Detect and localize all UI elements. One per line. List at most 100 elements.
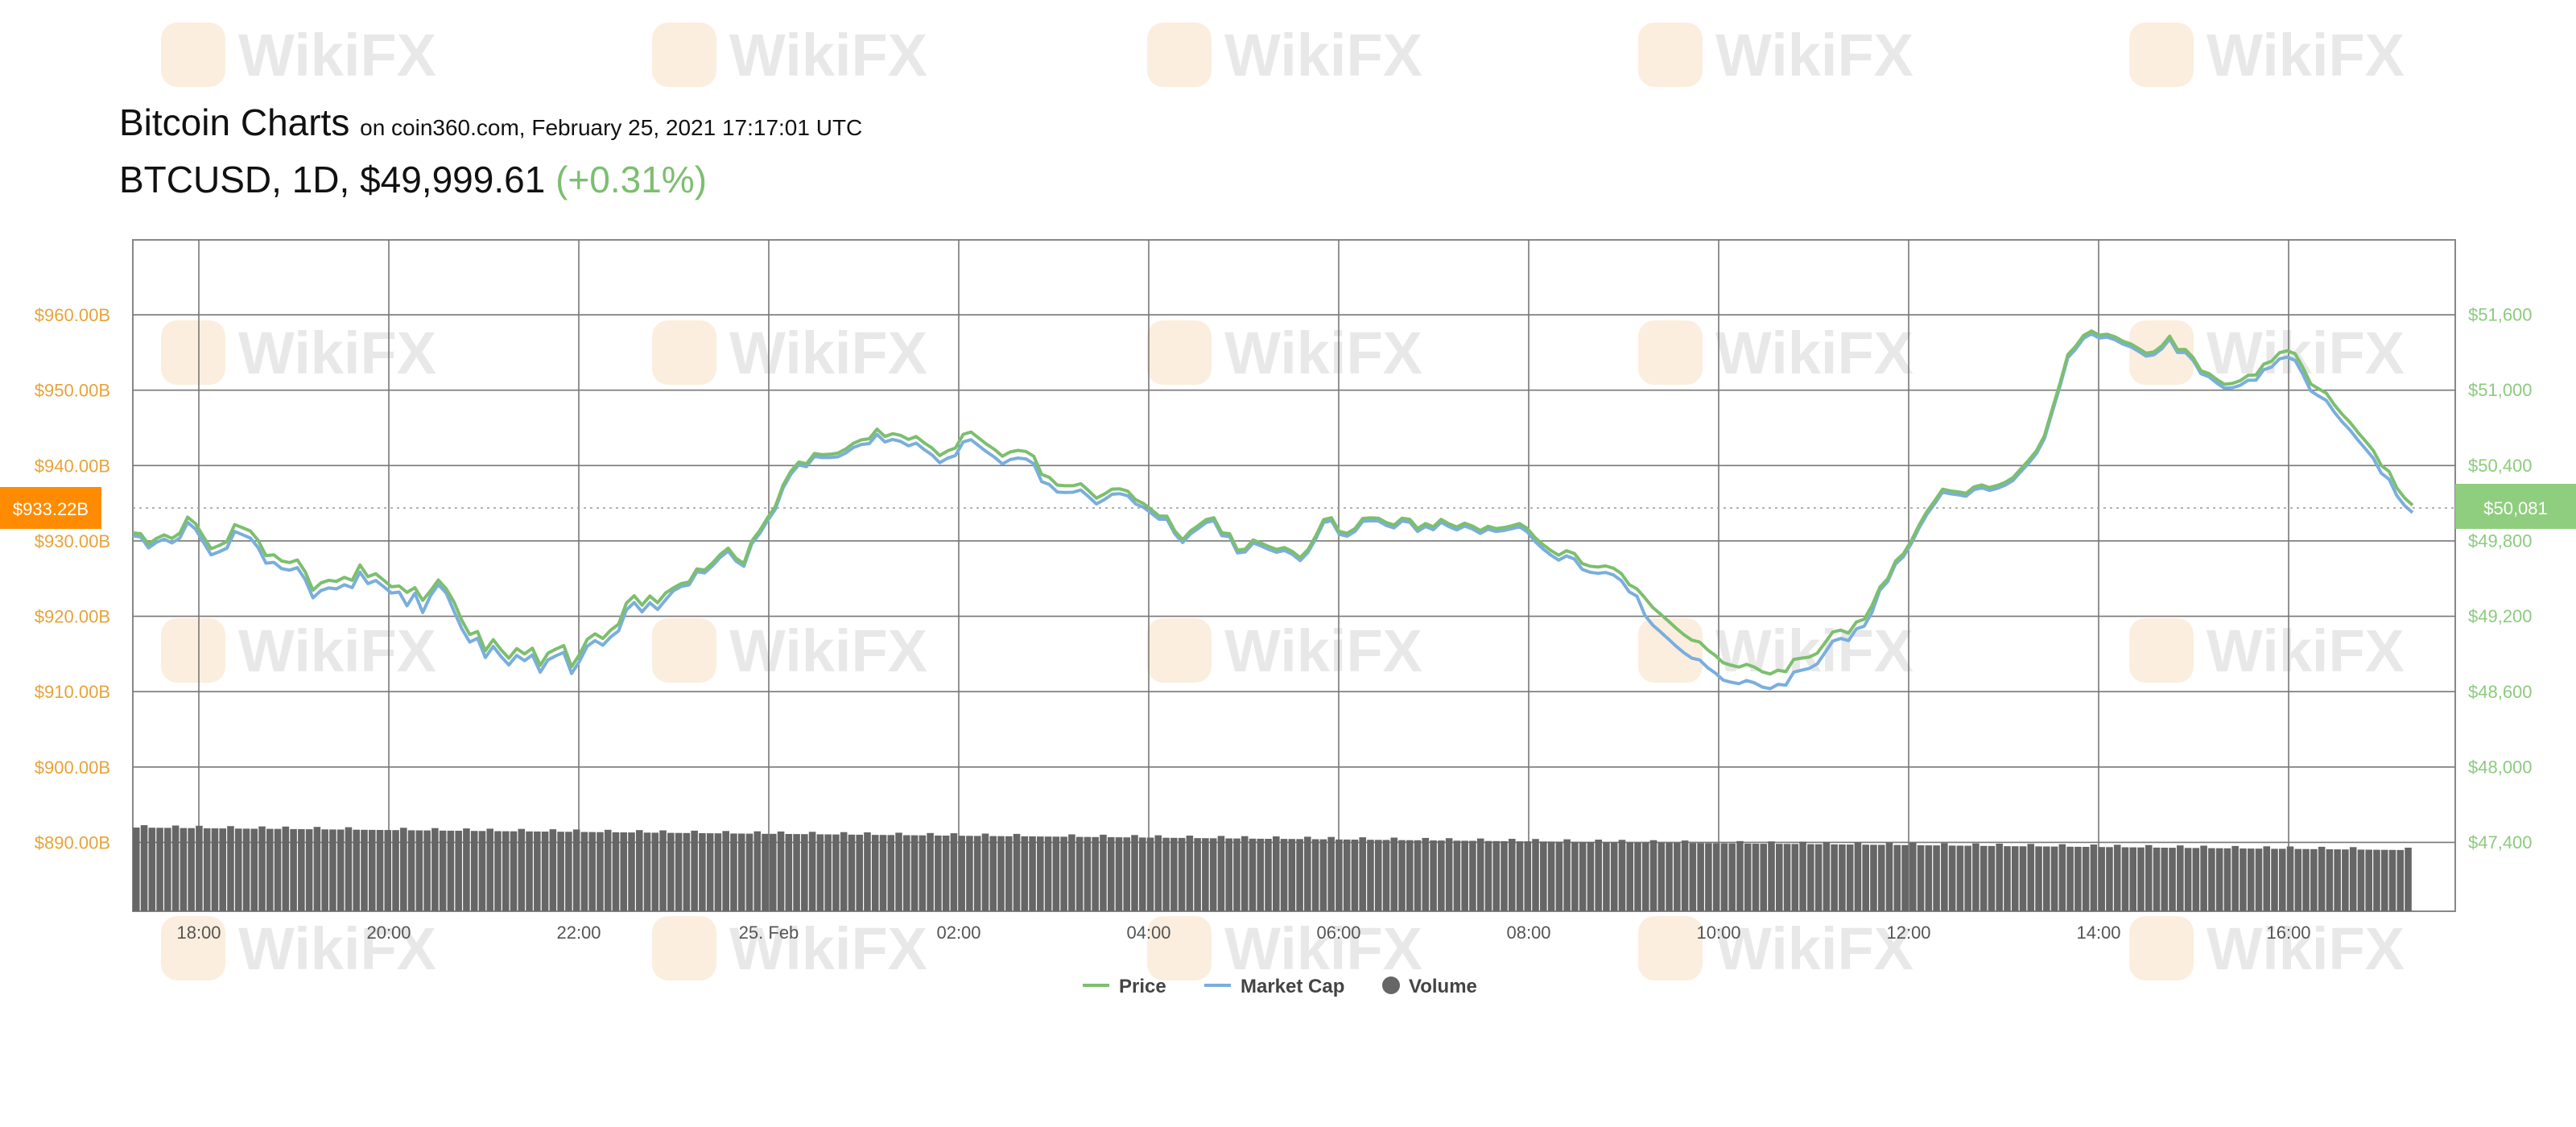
volume-bar (604, 829, 612, 911)
volume-bar (1508, 839, 1516, 911)
volume-bar (2113, 844, 2121, 911)
volume-bar (2405, 848, 2412, 911)
volume-bar (919, 835, 927, 911)
volume-bar (2240, 848, 2247, 911)
left-axis-tick-label: $930.00B (35, 531, 110, 551)
volume-bar (1760, 844, 1768, 911)
volume-bar (1131, 835, 1138, 911)
price-label: $49,999.61 (360, 159, 546, 200)
volume-bar (2184, 848, 2192, 911)
volume-bar (1343, 839, 1351, 911)
volume-bar (1996, 844, 2003, 911)
volume-bar (196, 825, 203, 911)
volume-bar (282, 826, 290, 911)
volume-bar (1933, 845, 1940, 911)
watermark-logo-icon (652, 916, 716, 980)
volume-bar (1870, 844, 1877, 911)
volume-bar (1791, 844, 1799, 911)
left-axis-tick-label: $910.00B (35, 682, 110, 702)
volume-bar (1657, 842, 1666, 911)
volume-bar (1854, 842, 1862, 911)
volume-bar (2027, 844, 2035, 911)
volume-bar (1146, 837, 1154, 911)
volume-bar (1265, 839, 1272, 911)
volume-bar (588, 832, 596, 911)
volume-bar (1398, 840, 1406, 911)
volume-bar (2318, 846, 2326, 911)
volume-bar (989, 836, 997, 911)
left-axis-tick-label: $950.00B (35, 381, 110, 401)
volume-bar (2035, 846, 2042, 911)
volume-bar (958, 836, 965, 911)
volume-bar (140, 825, 148, 911)
watermark-text: WikiFX (729, 320, 927, 386)
watermark-logo-icon (1638, 618, 1703, 683)
volume-bar (1037, 836, 1044, 911)
volume-bar (2066, 846, 2074, 911)
volume-bar (793, 834, 800, 911)
volume-bar (2294, 848, 2302, 911)
legend-volume-swatch[interactable] (1382, 976, 1400, 994)
volume-bar (1445, 838, 1453, 911)
volume-bar (526, 831, 533, 911)
volume-bar (203, 828, 211, 911)
header-line2: BTCUSD, 1D, $49,999.61 (+0.31%) (119, 155, 862, 204)
volume-bar (1304, 836, 1311, 911)
volume-bar (133, 828, 140, 911)
volume-bar (1484, 840, 1492, 911)
volume-bar (887, 835, 895, 911)
volume-bar (2004, 846, 2011, 911)
volume-bar (1768, 841, 1775, 911)
volume-bar (2043, 846, 2050, 911)
volume-bar (1194, 838, 1201, 911)
volume-bar (463, 828, 470, 911)
volume-bar (580, 832, 588, 911)
chart-header: Bitcoin Charts on coin360.com, February … (119, 98, 862, 204)
volume-bar (219, 828, 226, 911)
x-axis-tick-label: 10:00 (1696, 923, 1740, 943)
volume-bar (298, 829, 305, 911)
volume-bar (1705, 843, 1712, 911)
right-axis-tick-label: $49,800 (2468, 530, 2533, 551)
volume-bar (785, 834, 793, 911)
volume-bar (871, 835, 879, 911)
volume-bar (1877, 844, 1885, 911)
series-price-line (132, 329, 2414, 676)
volume-bar (1571, 841, 1579, 911)
volume-bar (2137, 847, 2145, 911)
x-axis-tick-label: 18:00 (176, 923, 221, 943)
volume-bar (2396, 849, 2405, 911)
volume-bar (361, 829, 368, 911)
volume-bar (1430, 840, 1437, 911)
volume-bar (1092, 836, 1099, 911)
volume-bar (927, 832, 934, 911)
left-axis-tick-label: $940.00B (35, 456, 110, 476)
volume-bar (1021, 836, 1029, 911)
volume-bar (856, 834, 863, 911)
volume-bar (1217, 836, 1225, 911)
watermark-text: WikiFX (238, 915, 436, 982)
watermark-logo-icon (161, 618, 225, 683)
volume-bar (2129, 847, 2137, 911)
volume-bar (801, 834, 808, 911)
volume-bar (1060, 836, 1067, 911)
volume-bar (840, 832, 848, 911)
volume-bar (667, 832, 675, 911)
volume-bar (1225, 838, 1232, 911)
x-axis-tick-label: 25. Feb (739, 923, 799, 943)
volume-bar (770, 833, 777, 911)
volume-bar (903, 835, 910, 911)
watermark-logo-icon (2129, 618, 2194, 683)
volume-bar (2121, 847, 2129, 911)
volume-bar (1839, 844, 1846, 911)
volume-bar (1123, 837, 1131, 911)
volume-bar (1406, 840, 1414, 911)
volume-bar (2200, 845, 2207, 911)
volume-bar (2357, 849, 2365, 911)
volume-bar (2326, 849, 2334, 911)
volume-bar (1138, 837, 1146, 911)
watermark: WikiFX (2129, 617, 2405, 684)
volume-bar (2271, 848, 2278, 911)
volume-bar (1501, 840, 1508, 911)
